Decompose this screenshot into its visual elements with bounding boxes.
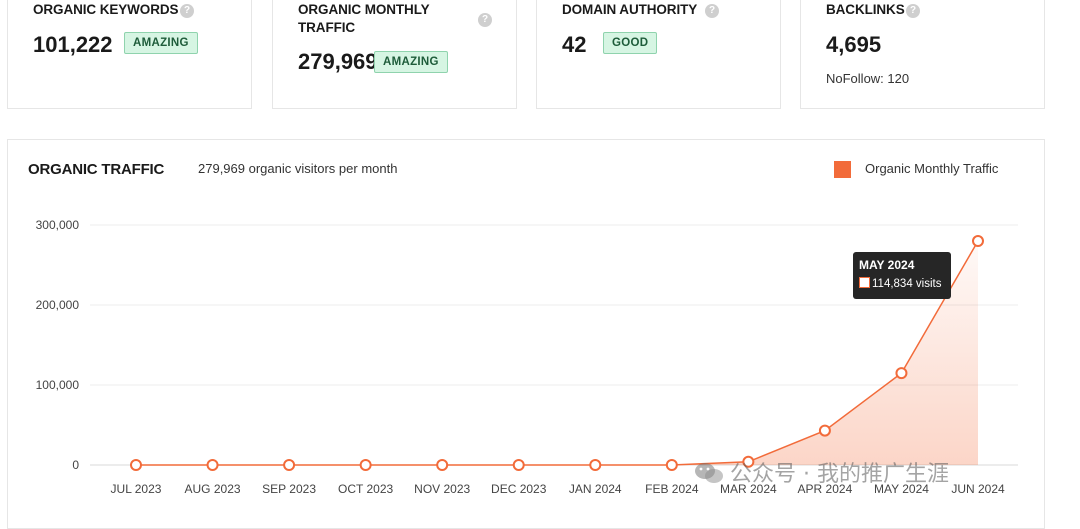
x-tick-label: OCT 2023 [338,482,393,496]
help-icon[interactable]: ? [478,13,492,27]
x-tick-label: JAN 2024 [569,482,622,496]
data-point[interactable] [895,367,908,380]
card-title: ORGANIC KEYWORDS [33,1,179,19]
rating-badge: AMAZING [374,51,448,73]
y-tick-label: 300,000 [36,218,80,232]
legend-label[interactable]: Organic Monthly Traffic [865,161,999,176]
help-icon[interactable]: ? [180,4,194,18]
card-title: BACKLINKS [826,1,905,19]
data-point[interactable] [206,459,219,471]
card-subtext: NoFollow: 120 [826,71,910,86]
x-tick-label: NOV 2023 [414,482,470,496]
watermark: 公众号 · 我的推广生涯 [694,456,949,488]
help-icon[interactable]: ? [906,4,920,18]
series-area [136,241,978,465]
x-tick-label: SEP 2023 [262,482,316,496]
card-title-line: DOMAIN AUTHORITY [562,2,698,17]
data-point[interactable] [436,459,449,471]
tooltip-row: 114,834 visits [859,276,945,292]
tooltip-value: 114,834 visits [872,278,942,290]
card-title-line: TRAFFIC [298,20,356,35]
traffic-chart: 0 100,000 200,000 300,000 JUL 2023 AUG 2023 SE… [36,218,1018,496]
rating-badge: AMAZING [124,32,198,54]
card-domain-authority: DOMAIN AUTHORITY? 42 GOOD [536,0,781,109]
x-tick-label: JUN 2024 [951,482,1005,496]
data-point[interactable] [130,459,142,471]
data-point[interactable] [589,459,602,471]
series-line [136,240,979,466]
x-tick-label: MAR 2024 [720,482,777,496]
watermark-text: 公众号 · 我的推广生涯 [730,462,949,487]
tooltip-title: MAY 2024 [859,258,915,272]
card-value: 279,969 [298,49,378,74]
rating-badge: GOOD [603,32,658,54]
x-tick-label: APR 2024 [798,482,853,496]
data-point[interactable] [742,455,755,468]
card-title-line: ORGANIC KEYWORDS [33,2,179,17]
data-point[interactable] [283,459,296,471]
data-point[interactable] [972,235,984,248]
card-title: DOMAIN AUTHORITY [562,1,697,19]
data-point[interactable] [512,459,525,471]
x-tick-label: MAY 2024 [874,482,929,496]
chart-subtitle: 279,969 organic visitors per month [198,161,398,176]
y-tick-label: 200,000 [36,298,80,312]
card-value: 4,695 [826,32,882,57]
card-title-line: BACKLINKS [826,2,905,17]
x-tick-label: AUG 2023 [185,482,241,496]
tooltip-swatch [859,277,870,288]
chart-tooltip: MAY 2024 114,834 visits [853,252,951,299]
data-point[interactable] [665,459,678,471]
wechat-icon [695,463,723,483]
legend-swatch[interactable] [834,161,851,178]
x-tick-label: JUL 2023 [111,482,162,496]
chart-title: ORGANIC TRAFFIC [28,161,165,178]
y-tick-label: 0 [72,458,79,472]
y-tick-label: 100,000 [36,378,80,392]
card-value: 101,222 [33,32,113,57]
data-point[interactable] [818,424,831,437]
card-organic-keywords: ORGANIC KEYWORDS? 101,222 AMAZING [7,0,252,109]
card-organic-monthly-traffic: ORGANIC MONTHLY TRAFFIC? 279,969 AMAZING [272,0,517,109]
card-value: 42 [562,32,587,57]
data-point[interactable] [359,459,372,471]
card-title-line: ORGANIC MONTHLY [298,2,430,17]
card-backlinks: BACKLINKS? 4,695 NoFollow: 120 [800,0,1045,109]
x-tick-label: DEC 2023 [491,482,547,496]
card-title: ORGANIC MONTHLY TRAFFIC [298,1,430,37]
x-tick-label: FEB 2024 [645,482,699,496]
help-icon[interactable]: ? [705,4,719,18]
